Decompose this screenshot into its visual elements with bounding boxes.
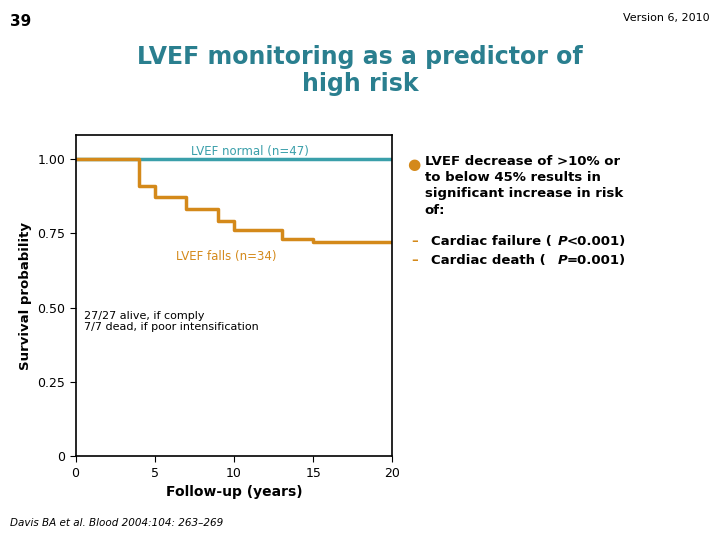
Text: ●: ● (407, 157, 420, 172)
Y-axis label: Survival probability: Survival probability (19, 221, 32, 370)
Text: Cardiac failure (: Cardiac failure ( (431, 235, 552, 248)
Text: LVEF monitoring as a predictor of: LVEF monitoring as a predictor of (137, 45, 583, 69)
Text: to below 45% results in: to below 45% results in (425, 171, 600, 184)
Text: P: P (558, 254, 568, 267)
Text: 27/27 alive, if comply
7/7 dead, if poor intensification: 27/27 alive, if comply 7/7 dead, if poor… (84, 310, 258, 332)
Text: <0.001): <0.001) (567, 235, 626, 248)
Text: significant increase in risk: significant increase in risk (425, 187, 623, 200)
Text: LVEF normal (n=47): LVEF normal (n=47) (191, 145, 309, 158)
Text: Version 6, 2010: Version 6, 2010 (624, 14, 710, 24)
X-axis label: Follow-up (years): Follow-up (years) (166, 485, 302, 500)
Text: =0.001): =0.001) (567, 254, 626, 267)
Text: –: – (411, 254, 418, 267)
Text: of:: of: (425, 204, 445, 217)
Text: LVEF falls (n=34): LVEF falls (n=34) (176, 249, 276, 262)
Text: Cardiac death (: Cardiac death ( (431, 254, 545, 267)
Text: Davis BA et al. Blood 2004:104: 263–269: Davis BA et al. Blood 2004:104: 263–269 (10, 518, 223, 529)
Text: 39: 39 (10, 14, 32, 29)
Text: –: – (411, 235, 418, 248)
Text: P: P (558, 235, 568, 248)
Text: high risk: high risk (302, 72, 418, 96)
Text: LVEF decrease of >10% or: LVEF decrease of >10% or (425, 155, 620, 168)
